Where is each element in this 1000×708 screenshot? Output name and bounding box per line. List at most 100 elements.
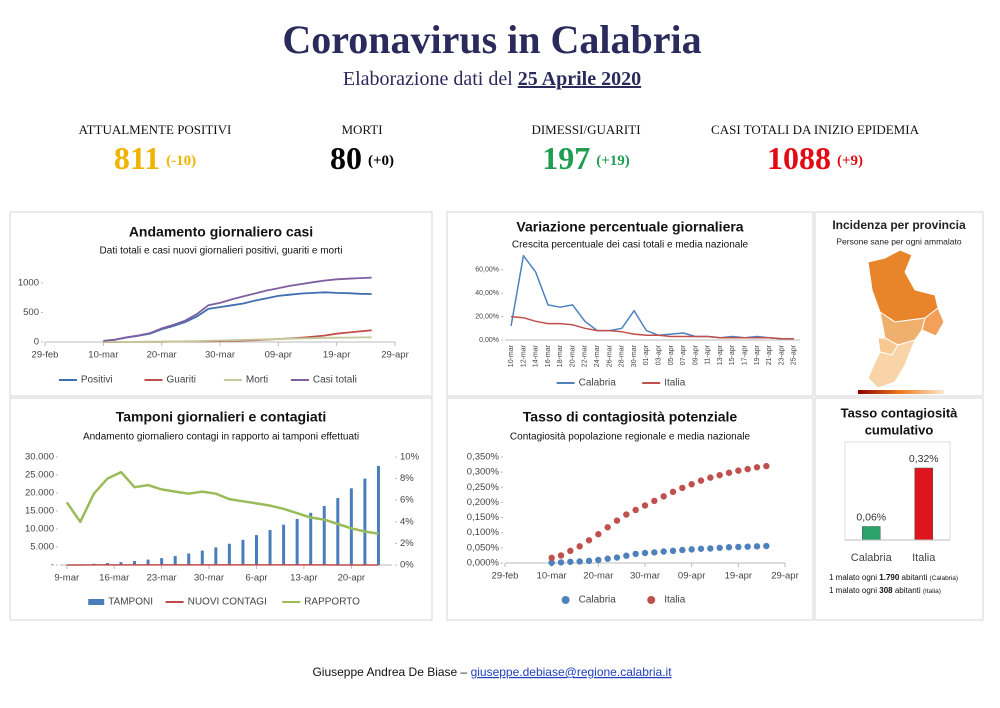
kpi-value: 80 <box>330 140 362 176</box>
y-tick-label: 10.000 <box>25 524 54 535</box>
x-tick-label: 10-mar <box>537 571 567 582</box>
chart-title: Tamponi giornalieri e contagiati <box>116 409 327 425</box>
legend-label: RAPPORTO <box>304 597 360 608</box>
x-tick-label: 24-mar <box>594 344 601 367</box>
y-tick-label: 0,200% <box>467 497 500 508</box>
kpi-value-group: 1088 (+9) <box>767 140 863 176</box>
kpi-delta: (+19) <box>596 153 630 169</box>
point <box>716 544 723 552</box>
value-label: 0,32% <box>909 453 939 465</box>
bar <box>146 559 150 565</box>
y-tick-label: 40,00% <box>475 290 499 297</box>
x-tick-label: 30-mar <box>194 573 224 584</box>
bar <box>282 524 286 565</box>
note: 1 malato ogni 1.790 abitanti (Calabria) <box>829 573 958 582</box>
page-title: Coronavirus in Calabria <box>282 17 701 62</box>
kpi-value-group: 197 (+19) <box>542 140 630 176</box>
chart-subtitle: Crescita percentuale dei casi totali e m… <box>512 240 749 251</box>
bar <box>227 543 231 565</box>
x-tick-label: 25-apr <box>791 344 798 365</box>
x-tick-label: 16-mar <box>99 573 129 584</box>
bar <box>187 553 191 565</box>
kpi-value-group: 811 (-10) <box>114 140 196 176</box>
x-tick-label: 6-apr <box>245 573 267 584</box>
point <box>548 559 555 566</box>
x-tick-label: 14-mar <box>533 344 540 367</box>
point <box>707 474 714 481</box>
x-tick-label: 18-mar <box>557 344 564 367</box>
x-tick-label: 13-apr <box>717 344 724 365</box>
y-tick-label: 0,150% <box>467 512 500 523</box>
x-tick-label: 20-mar <box>569 344 576 367</box>
point <box>735 543 742 551</box>
footer-author: Giuseppe Andrea De Biase – <box>312 665 470 679</box>
x-tick-label: 11-apr <box>705 344 712 364</box>
point <box>567 547 574 555</box>
point <box>697 545 705 552</box>
y-tick-label: 0,000% <box>467 558 500 569</box>
series-line <box>103 336 372 343</box>
point <box>679 546 686 554</box>
footer-email[interactable]: giuseppe.debiase@regione.calabria.it <box>471 665 673 679</box>
bar <box>200 550 204 565</box>
y-tick-label: 0 <box>34 337 39 348</box>
x-tick-label: 26-mar <box>606 344 613 367</box>
y-tick-label: 4% <box>400 516 414 527</box>
subtitle-text: Elaborazione dati del <box>343 68 518 90</box>
point <box>735 467 742 474</box>
x-tick-label: 20-mar <box>583 571 613 582</box>
bar <box>160 558 164 565</box>
point <box>613 517 621 524</box>
map-legend-scale <box>858 390 944 394</box>
point <box>557 559 565 566</box>
chart-subtitle: Dati totali e casi nuovi giornalieri pos… <box>100 246 343 257</box>
x-tick-label: 19-apr <box>725 571 752 582</box>
point <box>641 502 649 509</box>
x-tick-label: 29-feb <box>492 571 519 582</box>
chart-title: Tasso di contagiosità potenziale <box>523 409 738 425</box>
y-tick-label: 20,00% <box>475 313 499 320</box>
bar <box>119 562 123 565</box>
x-tick-label: 19-apr <box>754 344 761 365</box>
point <box>725 469 733 476</box>
province-reggio <box>867 339 916 389</box>
point <box>725 544 733 551</box>
note-region: (Italia) <box>923 588 941 595</box>
legend-label: Calabria <box>579 378 617 389</box>
chart-title: Variazione percentuale giornaliera <box>516 219 743 235</box>
x-tick-label: 30-mar <box>631 344 638 367</box>
x-tick-label: 23-mar <box>147 573 177 584</box>
point <box>651 497 658 505</box>
chart-subtitle: Andamento giornaliero contagi in rapport… <box>83 432 359 443</box>
kpi-delta: (-10) <box>166 153 196 169</box>
point <box>669 488 677 496</box>
series-line <box>103 276 372 342</box>
point <box>744 543 751 550</box>
bar <box>241 539 245 565</box>
x-tick-label: 17-apr <box>742 344 749 365</box>
legend-label: Guariti <box>167 375 196 386</box>
x-tick-label: 07-apr <box>680 344 687 365</box>
kpi-value: 1088 <box>767 140 831 176</box>
x-tick-label: 12-mar <box>520 344 527 367</box>
point <box>604 555 611 562</box>
note-text: abitanti <box>893 586 923 595</box>
point <box>679 484 686 492</box>
point <box>697 477 705 484</box>
point <box>669 547 677 555</box>
panel <box>814 397 984 621</box>
point <box>623 552 630 559</box>
map <box>867 249 945 389</box>
bar <box>336 498 340 565</box>
point <box>651 549 658 556</box>
x-tick-label: 20-apr <box>338 573 365 584</box>
y-tick-label: 0% <box>400 560 414 571</box>
kpi-delta: (+0) <box>368 153 394 169</box>
note-region: (Calabria) <box>930 575 959 582</box>
bar <box>376 466 380 565</box>
y-tick-label: 10% <box>400 452 420 463</box>
point <box>763 462 770 470</box>
x-tick-label: 21-apr <box>766 344 773 365</box>
point <box>576 543 583 550</box>
